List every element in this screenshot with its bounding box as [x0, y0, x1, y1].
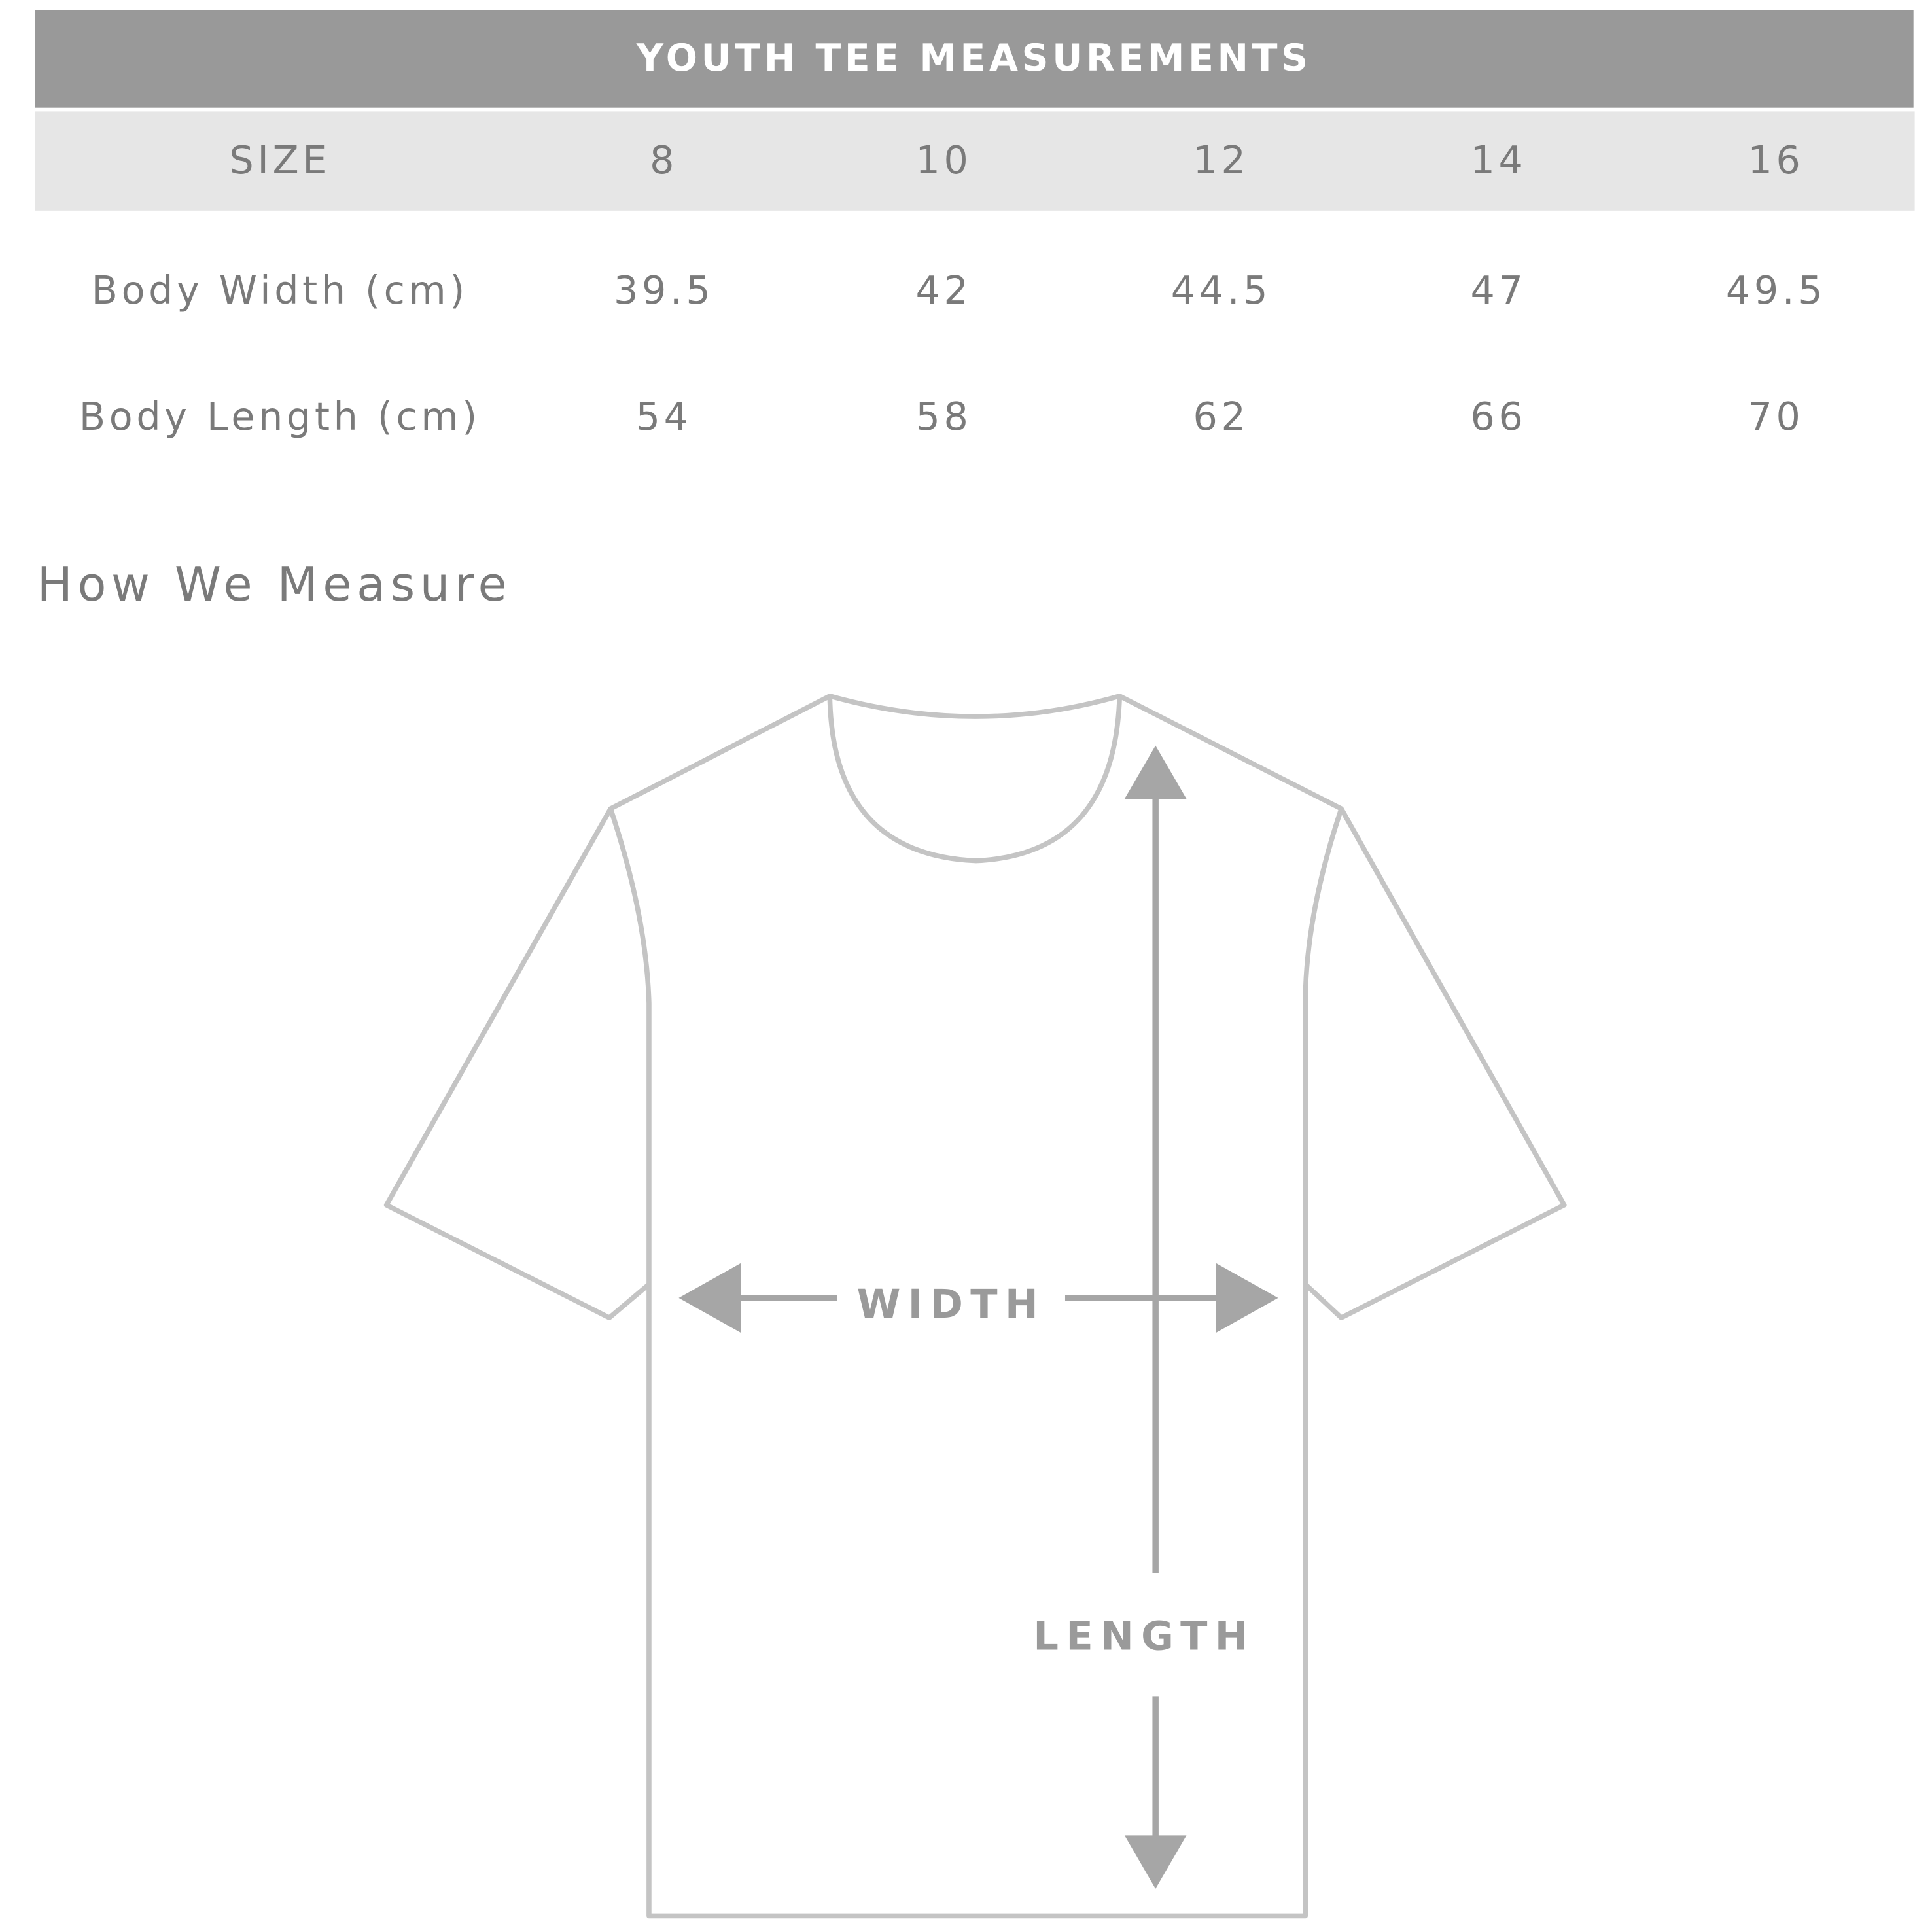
table-row: Body Width (cm) 39.5 42 44.5 47 49.5: [35, 241, 1915, 340]
header-cell: 12: [1193, 139, 1250, 184]
header-cell: 14: [1470, 139, 1527, 184]
left-armhole: [608, 807, 652, 1285]
table-cell: 66: [1470, 395, 1527, 440]
length-label: LENGTH: [1033, 1613, 1255, 1659]
row-label: Body Length (cm): [79, 395, 481, 440]
header-cell: 8: [650, 139, 678, 184]
header-cell: SIZE: [229, 139, 331, 184]
header-cell: 16: [1748, 139, 1804, 184]
table-cell: 70: [1748, 395, 1804, 440]
table-cell: 42: [915, 268, 972, 313]
table-cell: 47: [1470, 268, 1527, 313]
table-cell: 54: [635, 395, 692, 440]
tshirt-outline: [383, 694, 1567, 1919]
arrow-left-icon: [678, 1263, 741, 1333]
table-cell: 44.5: [1170, 268, 1272, 313]
header-cell: 10: [915, 139, 972, 184]
arrow-up-icon: [1124, 745, 1187, 799]
size-header-row: SIZE 8 10 12 14 16: [35, 111, 1915, 211]
table-cell: 49.5: [1725, 268, 1827, 313]
arrow-right-icon: [1216, 1263, 1278, 1333]
width-label: WIDTH: [857, 1282, 1045, 1327]
neckline: [827, 695, 1123, 864]
row-label: Body Width (cm): [91, 268, 468, 313]
table-title: YOUTH TEE MEASUREMENTS: [35, 10, 1914, 108]
table-cell: 62: [1193, 395, 1250, 440]
how-we-measure-heading: How We Measure: [37, 557, 512, 612]
table-cell: 39.5: [613, 268, 714, 313]
arrow-down-icon: [1124, 1835, 1187, 1889]
table-cell: 58: [915, 395, 972, 440]
table-row: Body Length (cm) 54 58 62 66 70: [35, 368, 1915, 466]
right-armhole: [1303, 807, 1344, 1285]
